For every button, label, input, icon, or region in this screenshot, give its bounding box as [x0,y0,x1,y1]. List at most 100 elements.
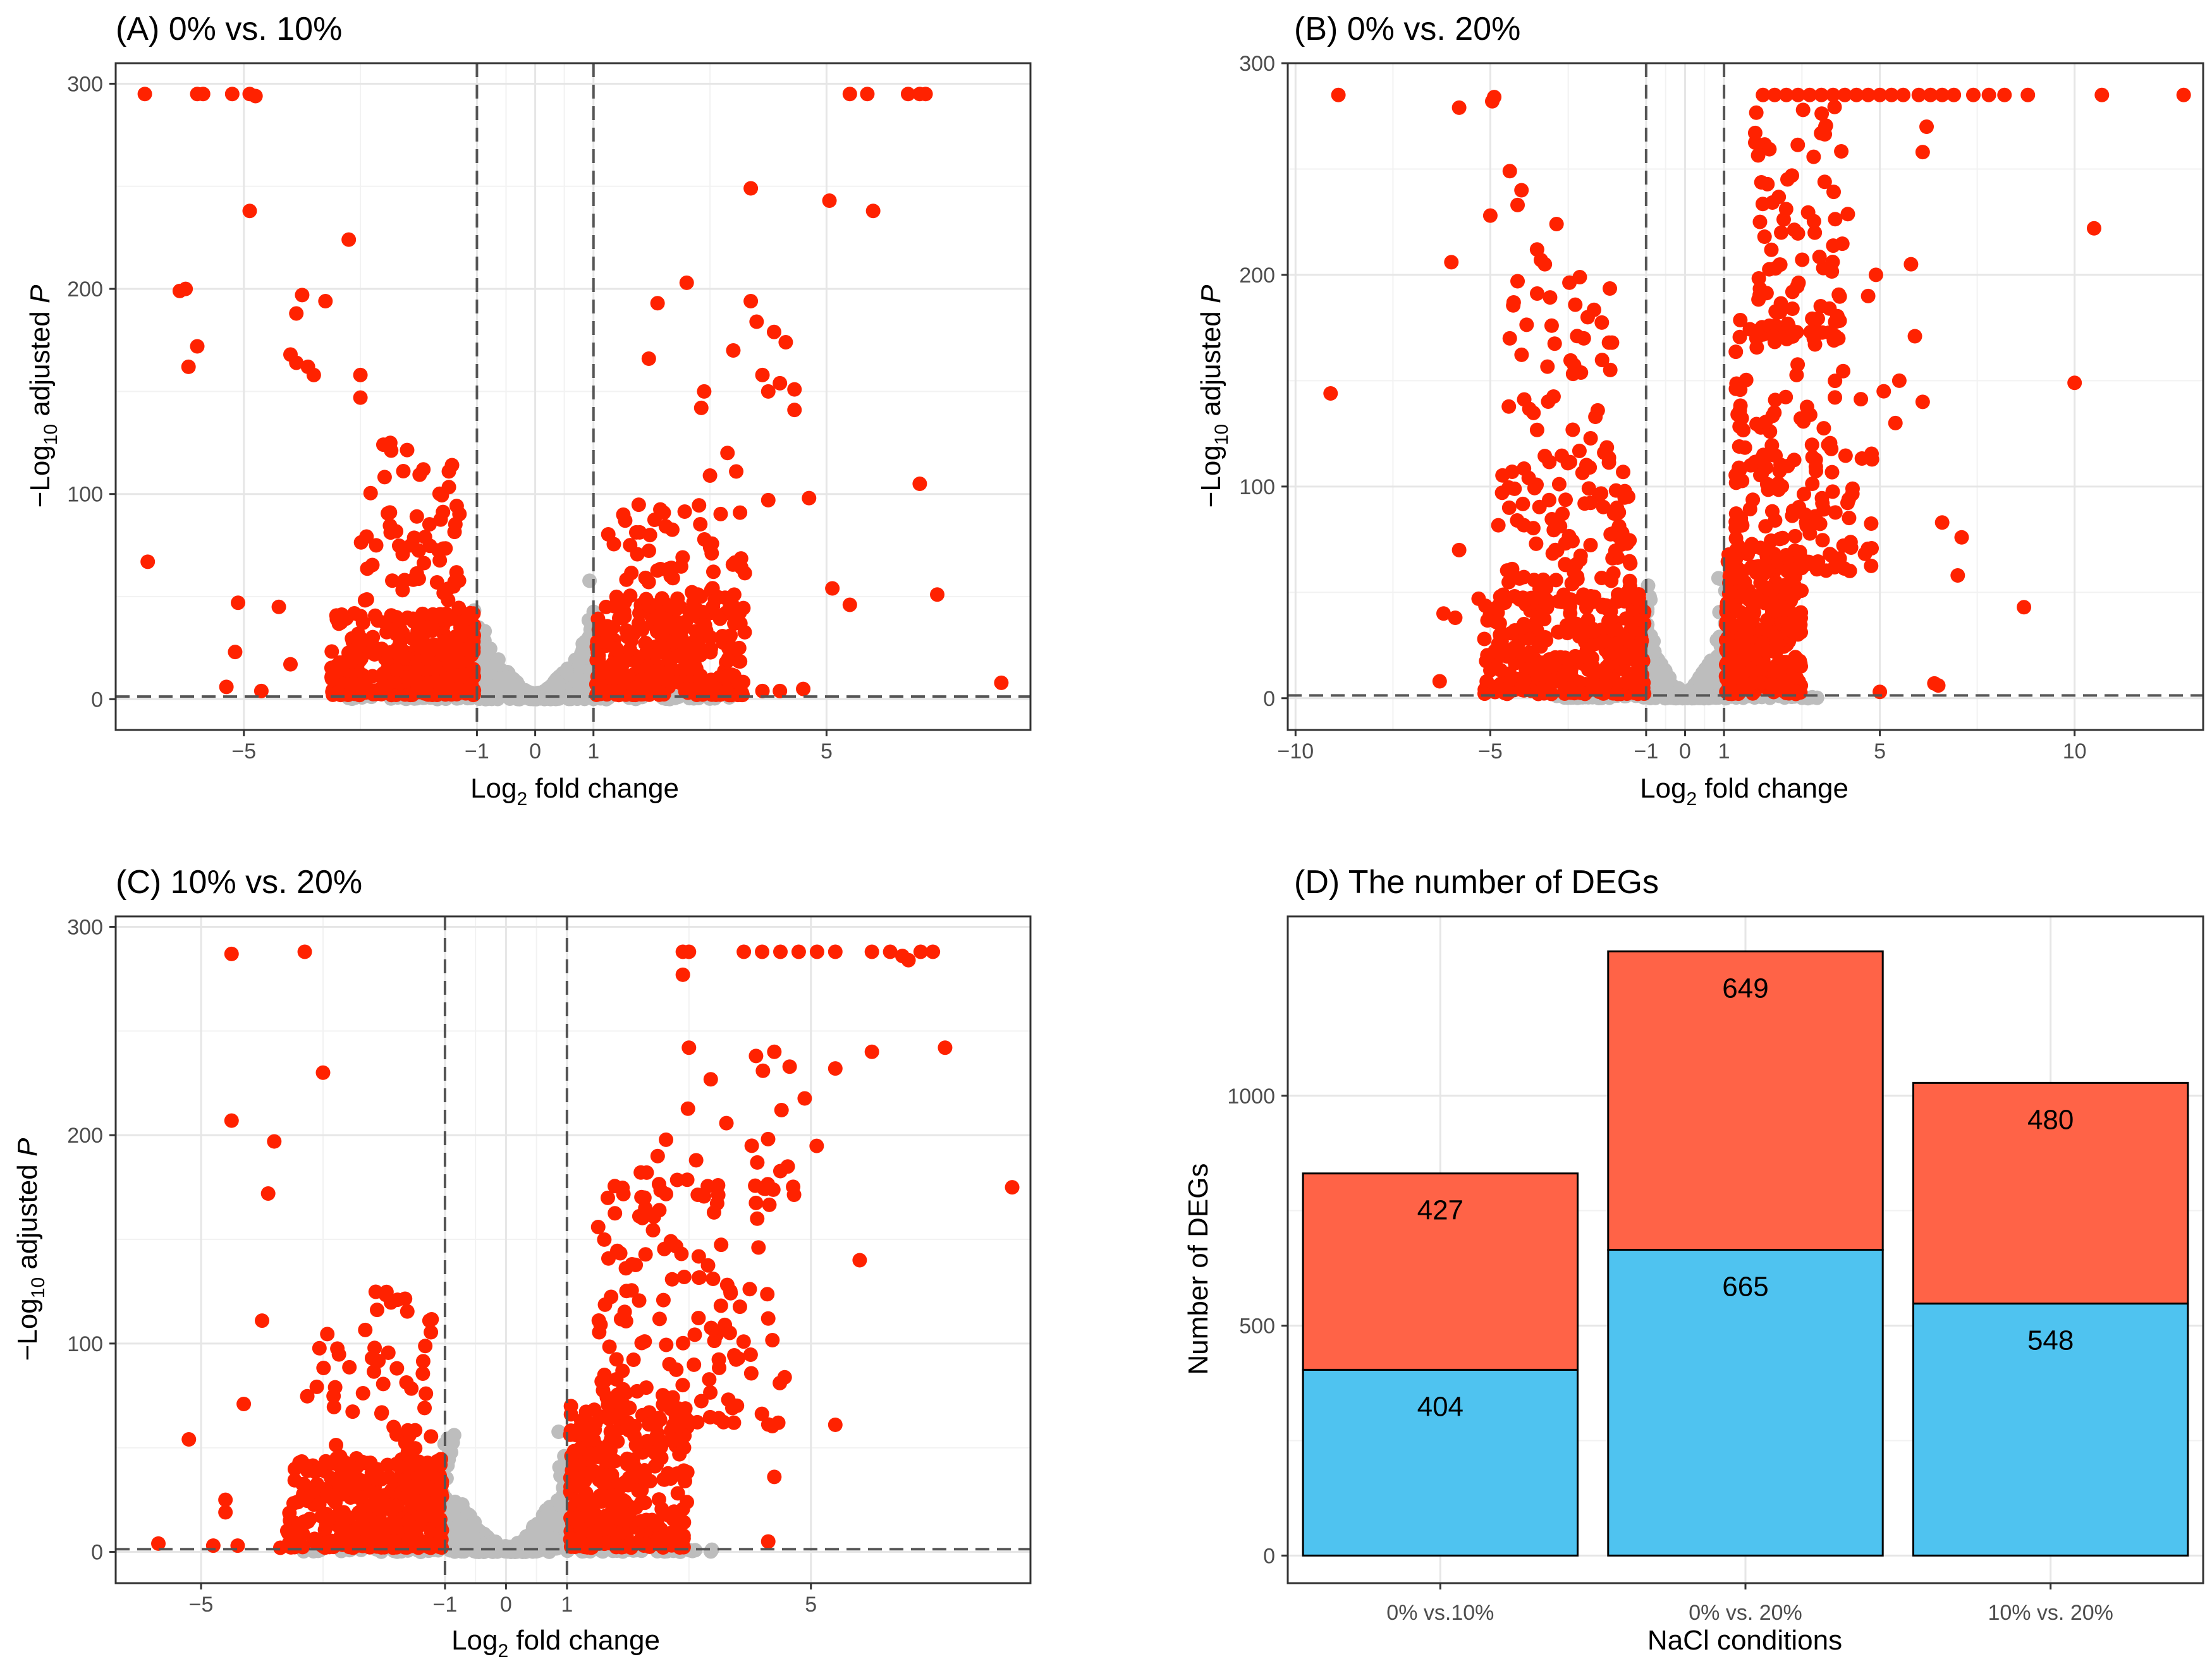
y-tick-label: 200 [1239,264,1275,288]
significant-point [400,442,415,458]
significant-point [755,1063,771,1078]
significant-point [1480,648,1495,663]
panel-c-title: (C) 10% vs. 20% [116,864,362,901]
significant-point [390,1292,405,1308]
significant-point [575,1418,590,1433]
significant-point [1792,544,1807,559]
significant-point [1507,481,1522,496]
significant-point [1542,454,1557,470]
x-tick-label: 1 [587,739,599,763]
significant-point [438,687,453,702]
significant-point [734,560,749,575]
significant-point [697,384,712,399]
significant-point [1891,373,1907,388]
significant-point [748,1178,763,1193]
significant-point [1729,658,1744,673]
significant-point [1603,362,1618,377]
significant-point [2176,87,2191,102]
panel-a-x-axis-label: Log2 fold change [470,773,679,810]
significant-point [366,1522,381,1537]
significant-point [230,1538,245,1553]
x-tick-label: −10 [1277,739,1314,763]
significant-point [1838,448,1853,463]
significant-point [355,1386,370,1401]
significant-point [228,645,243,660]
significant-point [1787,453,1802,468]
significant-point [596,1476,611,1491]
significant-point [1323,386,1338,401]
significant-point [681,944,697,959]
significant-point [1444,255,1459,270]
significant-point [1480,613,1495,628]
significant-point [601,1251,616,1266]
significant-point [736,944,752,959]
significant-point [681,1414,697,1429]
significant-point [646,1209,661,1224]
significant-point [733,505,748,520]
nonsignificant-point [441,1435,456,1450]
significant-point [1868,267,1883,283]
significant-point [1795,102,1811,118]
significant-point [1603,281,1618,296]
significant-point [1540,359,1555,374]
significant-point [736,1334,751,1349]
significant-point [1549,217,1564,232]
significant-point [674,1246,689,1261]
significant-point [1562,275,1577,290]
significant-point [387,1533,402,1548]
significant-point [706,1205,721,1220]
significant-point [2017,600,2032,615]
significant-point [594,659,609,674]
significant-point [1800,205,1816,220]
significant-point [371,1353,386,1368]
significant-point [1864,516,1879,532]
significant-point [778,334,793,349]
significant-point [649,624,664,639]
significant-point [864,1044,879,1059]
significant-point [703,1072,718,1087]
significant-point [722,1325,737,1340]
significant-point [760,1287,775,1302]
y-tick-label: 0 [1263,1544,1275,1568]
significant-point [675,1335,690,1351]
significant-point [852,1253,867,1268]
significant-point [1799,399,1814,415]
significant-point [582,1447,597,1462]
significant-point [720,446,735,461]
significant-point [1768,448,1783,463]
significant-point [609,1352,624,1367]
panel-d-x-axis-label: NaCl conditions [1647,1625,1842,1656]
significant-point [641,351,656,366]
significant-point [1834,144,1849,159]
significant-point [1804,437,1819,453]
significant-point [719,1115,734,1131]
significant-point [1546,389,1561,404]
significant-point [1623,579,1638,594]
significant-point [773,1164,788,1179]
significant-point [195,87,211,102]
significant-point [1563,353,1578,368]
significant-point [1767,604,1782,619]
significant-point [1785,301,1800,317]
significant-point [1622,554,1637,569]
nonsignificant-point [492,671,507,686]
significant-point [1778,547,1793,562]
significant-point [312,1340,327,1356]
significant-point [713,1298,728,1313]
significant-point [637,1190,652,1205]
significant-point [283,657,298,672]
significant-point [707,1334,722,1349]
significant-point [1518,591,1534,606]
significant-point [639,645,654,660]
significant-point [433,512,448,527]
significant-point [1864,452,1879,467]
significant-point [248,88,263,104]
significant-point [602,1411,617,1426]
significant-point [415,1366,431,1381]
significant-point [761,1131,776,1146]
significant-point [1538,580,1553,595]
x-tick-label: −1 [1634,739,1658,763]
significant-point [1845,481,1860,496]
significant-point [773,1375,788,1390]
significant-point [1515,496,1531,511]
